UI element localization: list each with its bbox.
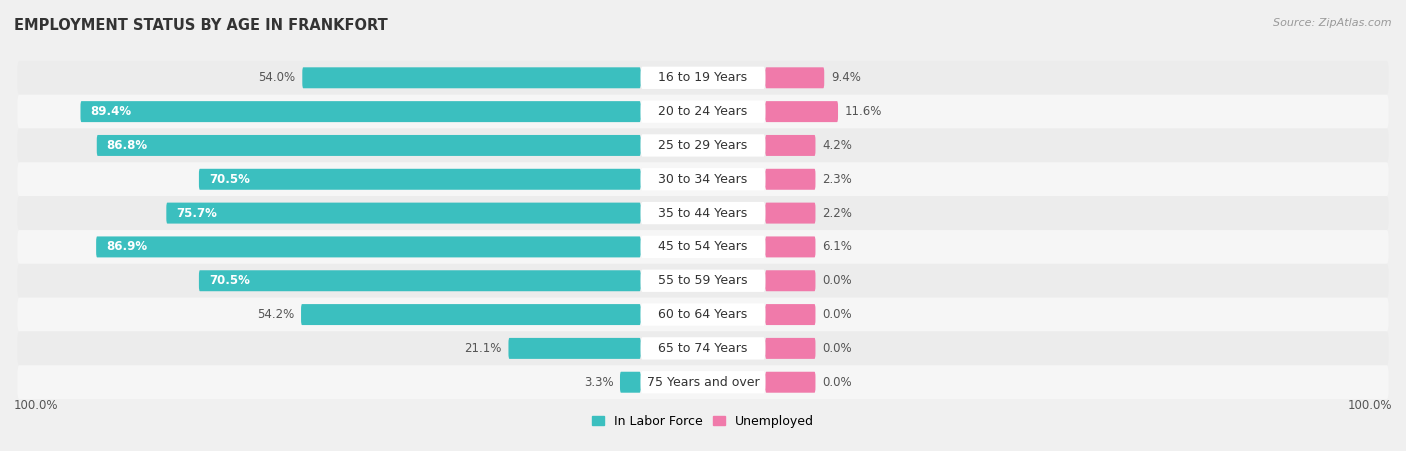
Text: 35 to 44 Years: 35 to 44 Years (658, 207, 748, 220)
Text: 100.0%: 100.0% (1347, 400, 1392, 412)
Text: EMPLOYMENT STATUS BY AGE IN FRANKFORT: EMPLOYMENT STATUS BY AGE IN FRANKFORT (14, 18, 388, 33)
FancyBboxPatch shape (641, 168, 765, 190)
Text: 54.2%: 54.2% (257, 308, 294, 321)
FancyBboxPatch shape (96, 236, 641, 258)
FancyBboxPatch shape (198, 270, 641, 291)
FancyBboxPatch shape (765, 101, 838, 122)
FancyBboxPatch shape (641, 67, 765, 89)
FancyBboxPatch shape (641, 101, 765, 123)
FancyBboxPatch shape (641, 134, 765, 156)
Text: Source: ZipAtlas.com: Source: ZipAtlas.com (1274, 18, 1392, 28)
FancyBboxPatch shape (641, 202, 765, 224)
FancyBboxPatch shape (80, 101, 641, 122)
FancyBboxPatch shape (17, 95, 1389, 129)
Text: 65 to 74 Years: 65 to 74 Years (658, 342, 748, 355)
Legend: In Labor Force, Unemployed: In Labor Force, Unemployed (592, 415, 814, 428)
Text: 75 Years and over: 75 Years and over (647, 376, 759, 389)
FancyBboxPatch shape (509, 338, 641, 359)
Text: 60 to 64 Years: 60 to 64 Years (658, 308, 748, 321)
Text: 0.0%: 0.0% (823, 308, 852, 321)
Text: 3.3%: 3.3% (583, 376, 613, 389)
Text: 2.3%: 2.3% (823, 173, 852, 186)
FancyBboxPatch shape (17, 61, 1389, 95)
FancyBboxPatch shape (17, 129, 1389, 162)
FancyBboxPatch shape (765, 135, 815, 156)
Text: 16 to 19 Years: 16 to 19 Years (658, 71, 748, 84)
Text: 9.4%: 9.4% (831, 71, 860, 84)
FancyBboxPatch shape (641, 304, 765, 326)
FancyBboxPatch shape (17, 365, 1389, 399)
FancyBboxPatch shape (765, 338, 815, 359)
FancyBboxPatch shape (17, 264, 1389, 298)
FancyBboxPatch shape (17, 162, 1389, 196)
FancyBboxPatch shape (97, 135, 641, 156)
Text: 45 to 54 Years: 45 to 54 Years (658, 240, 748, 253)
Text: 21.1%: 21.1% (464, 342, 502, 355)
Text: 25 to 29 Years: 25 to 29 Years (658, 139, 748, 152)
Text: 70.5%: 70.5% (208, 274, 250, 287)
Text: 6.1%: 6.1% (823, 240, 852, 253)
Text: 4.2%: 4.2% (823, 139, 852, 152)
Text: 54.0%: 54.0% (259, 71, 295, 84)
FancyBboxPatch shape (765, 372, 815, 393)
FancyBboxPatch shape (302, 67, 641, 88)
Text: 89.4%: 89.4% (90, 105, 131, 118)
FancyBboxPatch shape (17, 230, 1389, 264)
Text: 55 to 59 Years: 55 to 59 Years (658, 274, 748, 287)
FancyBboxPatch shape (17, 331, 1389, 365)
FancyBboxPatch shape (641, 270, 765, 292)
FancyBboxPatch shape (765, 67, 824, 88)
FancyBboxPatch shape (765, 169, 815, 190)
Text: 11.6%: 11.6% (845, 105, 882, 118)
Text: 100.0%: 100.0% (14, 400, 59, 412)
FancyBboxPatch shape (166, 202, 641, 224)
Text: 20 to 24 Years: 20 to 24 Years (658, 105, 748, 118)
Text: 0.0%: 0.0% (823, 274, 852, 287)
Text: 2.2%: 2.2% (823, 207, 852, 220)
FancyBboxPatch shape (641, 236, 765, 258)
Text: 86.8%: 86.8% (107, 139, 148, 152)
FancyBboxPatch shape (620, 372, 641, 393)
FancyBboxPatch shape (765, 304, 815, 325)
FancyBboxPatch shape (301, 304, 641, 325)
FancyBboxPatch shape (641, 337, 765, 359)
FancyBboxPatch shape (17, 196, 1389, 230)
Text: 0.0%: 0.0% (823, 376, 852, 389)
Text: 70.5%: 70.5% (208, 173, 250, 186)
Text: 75.7%: 75.7% (176, 207, 217, 220)
FancyBboxPatch shape (641, 371, 765, 393)
FancyBboxPatch shape (198, 169, 641, 190)
FancyBboxPatch shape (765, 202, 815, 224)
FancyBboxPatch shape (17, 298, 1389, 331)
Text: 0.0%: 0.0% (823, 342, 852, 355)
Text: 86.9%: 86.9% (105, 240, 148, 253)
Text: 30 to 34 Years: 30 to 34 Years (658, 173, 748, 186)
FancyBboxPatch shape (765, 270, 815, 291)
FancyBboxPatch shape (765, 236, 815, 258)
